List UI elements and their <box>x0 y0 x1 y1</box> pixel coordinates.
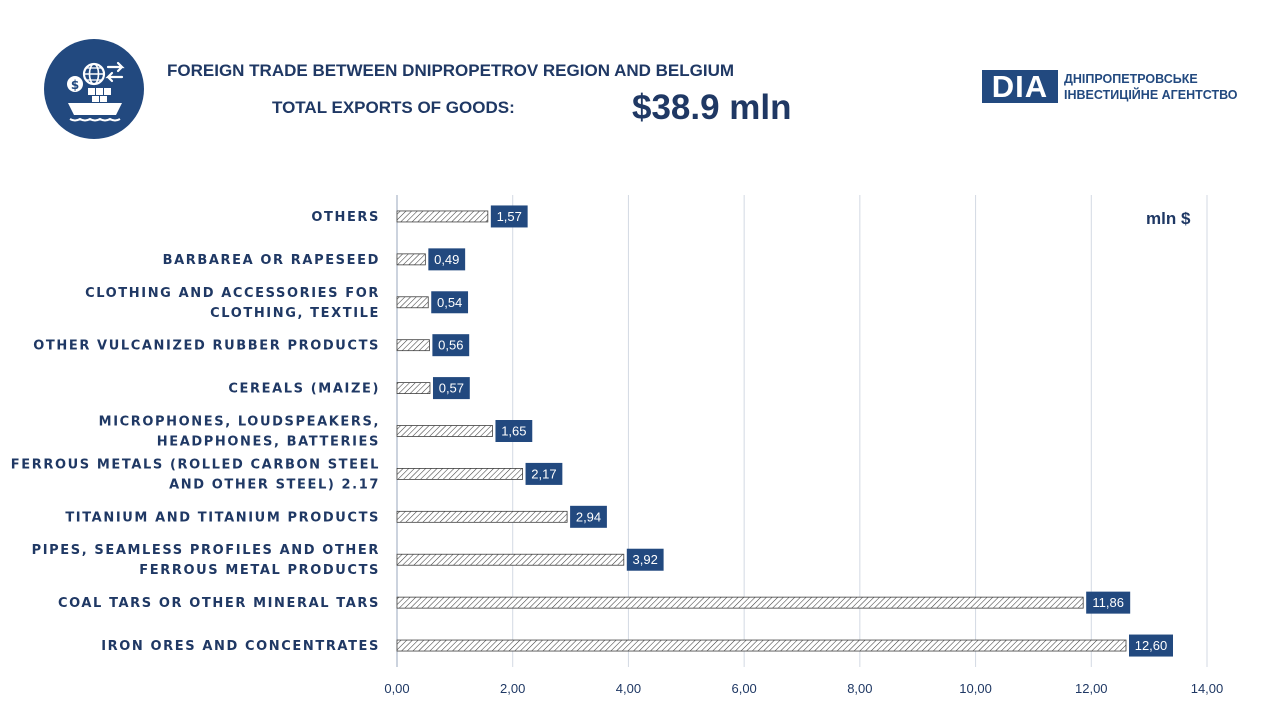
dia-name-line1: ДНІПРОПЕТРОВСЬКЕ <box>1064 72 1198 86</box>
data-label-box <box>525 462 563 485</box>
data-label-box <box>626 548 664 571</box>
page-title: FOREIGN TRADE BETWEEN DNIPROPETROV REGIO… <box>167 61 735 80</box>
chart-x-ticks: 0,00 2,00 4,00 6,00 8,00 10,00 12,00 14,00 <box>384 681 1223 696</box>
bar <box>396 596 1084 609</box>
bar <box>396 253 426 266</box>
bar <box>396 382 431 394</box>
data-label: 0,56 <box>438 338 463 353</box>
x-tick-label: 14,00 <box>1191 681 1224 696</box>
data-label-box <box>432 377 470 400</box>
category-label: HEADPHONES, BATTERIES <box>157 435 380 450</box>
chart-bars <box>396 210 1127 652</box>
category-label: TITANIUM AND TITANIUM PRODUCTS <box>65 510 380 525</box>
total-exports-label: TOTAL EXPORTS OF GOODS: <box>272 98 515 117</box>
trade-logo-badge: $ <box>44 39 144 139</box>
bar <box>396 553 625 566</box>
category-label: BARBAREA OR RAPESEED <box>163 253 380 268</box>
dia-name: ДНІПРОПЕТРОВСЬКЕ ІНВЕСТИЦІЙНЕ АГЕНТСТВО <box>1064 71 1238 103</box>
dia-abbr: DIA <box>982 70 1058 103</box>
global-trade-ship-icon: $ <box>67 61 125 122</box>
unit-label: mln $ <box>1146 209 1191 228</box>
total-exports-value: $38.9 mln <box>632 88 792 127</box>
bar <box>396 425 493 437</box>
data-label-box <box>1086 591 1131 614</box>
x-tick-label: 0,00 <box>384 681 409 696</box>
data-label-box <box>431 291 469 314</box>
bar <box>396 639 1127 652</box>
chart-data-labels: 1,57 0,49 0,54 0,56 0,57 1,65 2,17 2,94 3,92 11,8… <box>428 205 1173 657</box>
bar <box>396 510 568 523</box>
x-tick-label: 10,00 <box>959 681 992 696</box>
dia-name-line2: ІНВЕСТИЦІЙНЕ АГЕНТСТВО <box>1064 88 1238 102</box>
category-label: OTHER VULCANIZED RUBBER PRODUCTS <box>33 339 380 354</box>
x-tick-label: 8,00 <box>847 681 872 696</box>
data-label: 12,60 <box>1135 638 1168 653</box>
data-label: 1,65 <box>501 424 526 439</box>
data-label-box <box>570 505 607 528</box>
data-label-box <box>495 420 533 442</box>
x-tick-label: 6,00 <box>731 681 756 696</box>
category-label: COAL TARS OR OTHER MINERAL TARS <box>58 596 380 611</box>
x-tick-label: 12,00 <box>1075 681 1108 696</box>
data-label: 11,86 <box>1092 595 1124 610</box>
data-label-box <box>1129 634 1173 657</box>
category-label: AND OTHER STEEL) 2.17 <box>169 477 380 492</box>
data-label: 0,49 <box>434 252 459 267</box>
bar <box>396 296 429 309</box>
category-label: FERROUS METAL PRODUCTS <box>139 563 380 578</box>
category-label: CEREALS (MAIZE) <box>228 382 380 397</box>
category-label: FERROUS METALS (ROLLED CARBON STEEL <box>11 457 380 472</box>
data-label: 0,54 <box>437 295 462 310</box>
data-label-box <box>428 248 466 271</box>
category-label: IRON ORES AND CONCENTRATES <box>101 639 380 654</box>
x-tick-label: 4,00 <box>616 681 641 696</box>
data-label-box <box>432 334 470 357</box>
data-label: 1,57 <box>497 209 522 224</box>
data-label: 2,94 <box>576 509 601 524</box>
data-label: 0,57 <box>439 381 464 396</box>
data-label: 3,92 <box>633 552 658 567</box>
category-label: CLOTHING AND ACCESSORIES FOR <box>85 286 380 301</box>
bar <box>396 468 523 480</box>
x-tick-label: 2,00 <box>500 681 525 696</box>
category-label: PIPES, SEAMLESS PROFILES AND OTHER <box>32 543 380 558</box>
bar <box>396 210 489 223</box>
data-label: 2,17 <box>531 466 556 481</box>
dia-logo: DIA ДНІПРОПЕТРОВСЬКЕ ІНВЕСТИЦІЙНЕ АГЕНТС… <box>982 62 1238 106</box>
bar <box>396 339 430 352</box>
chart-category-labels: OTHERS BARBAREA OR RAPESEED CLOTHING AND A… <box>11 210 380 654</box>
category-label: CLOTHING, TEXTILE <box>210 306 380 321</box>
svg-text:$: $ <box>71 78 79 92</box>
category-label: MICROPHONES, LOUDSPEAKERS, <box>99 415 380 430</box>
category-label: OTHERS <box>311 210 380 225</box>
data-label-box <box>490 205 528 228</box>
